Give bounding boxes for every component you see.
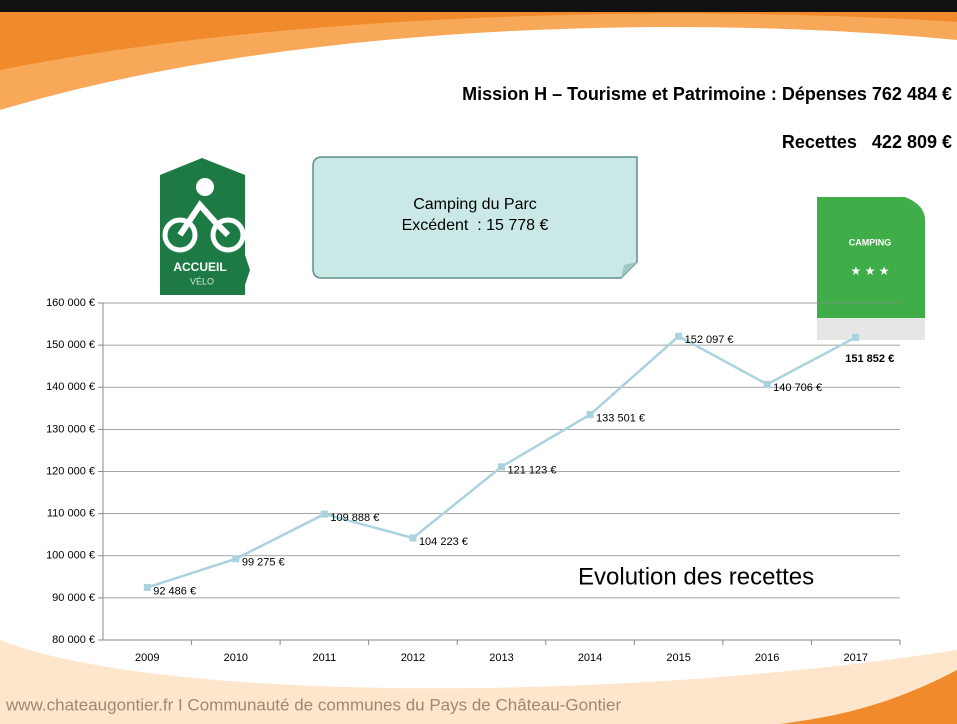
x-tick-label: 2009 <box>135 652 159 664</box>
x-tick-label: 2015 <box>666 652 690 664</box>
data-point <box>586 411 594 419</box>
bottom-swoosh <box>0 640 957 724</box>
footer: www.chateaugontier.fr I Communauté de co… <box>5 695 622 714</box>
y-tick-label: 100 000 € <box>46 550 95 562</box>
x-tick-label: 2011 <box>313 652 337 664</box>
data-point <box>498 463 505 471</box>
data-point <box>232 555 240 563</box>
y-tick-label: 110 000 € <box>47 508 95 520</box>
data-point <box>409 534 417 542</box>
x-tick-label: 2016 <box>755 652 779 664</box>
data-label: 140 706 € <box>773 382 822 394</box>
data-label: 99 275 € <box>242 557 285 569</box>
data-point <box>852 333 860 341</box>
top-bar <box>0 0 957 12</box>
chart-title: Evolution des recettes <box>578 563 814 590</box>
data-point <box>763 380 771 388</box>
data-point <box>675 332 683 340</box>
callout-line: Camping du Parc <box>413 196 537 213</box>
logo-rider <box>177 200 231 238</box>
y-tick-label: 130 000 € <box>46 423 95 435</box>
callout-box <box>312 156 638 279</box>
bottom-swoosh-dark <box>780 670 957 724</box>
chart: 80 000 € 90 000 € 100 000 € 110 000 € 120 00… <box>46 297 901 664</box>
y-tick-label: 140 000 € <box>46 381 95 393</box>
logo-head <box>196 178 214 196</box>
accueil-velo-logo <box>160 158 250 295</box>
slide-title: Mission H – Tourisme et Patrimoine : Dép… <box>462 84 952 104</box>
camping-stars: ★ ★ ★ <box>851 264 890 278</box>
camping-sign <box>817 197 925 340</box>
y-tick-label: 160 000 € <box>46 297 95 309</box>
y-tick-label: 90 000 € <box>52 592 95 604</box>
data-label: 109 888 € <box>330 512 379 524</box>
top-swoosh-dark <box>0 0 957 70</box>
y-tick-label: 150 000 € <box>46 339 95 351</box>
data-label: 92 486 € <box>153 585 196 597</box>
x-tick-label: 2014 <box>578 652 602 664</box>
logo-text: ACCUEIL <box>173 260 226 274</box>
data-label: 133 501 € <box>596 413 645 425</box>
y-tick-label: 80 000 € <box>52 634 95 646</box>
logo-wheel <box>210 217 246 253</box>
x-tick-label: 2012 <box>401 652 425 664</box>
camping-text: CAMPING <box>849 237 892 247</box>
x-tick-label: 2010 <box>224 652 248 664</box>
data-label: 104 223 € <box>419 536 468 548</box>
logo-text: VÉLO <box>190 276 214 286</box>
camping-sign-bottom <box>817 318 925 340</box>
data-point <box>143 583 151 591</box>
y-tick-label: 120 000 € <box>46 465 95 477</box>
x-tick-label: 2017 <box>843 652 867 664</box>
data-label: 151 852 € <box>845 353 894 365</box>
logo-wheel <box>162 217 198 253</box>
callout-fold <box>621 262 637 278</box>
data-label: 152 097 € <box>685 334 734 346</box>
x-tick-label: 2013 <box>489 652 513 664</box>
data-label: 121 123 € <box>508 465 557 477</box>
data-point <box>320 510 328 518</box>
callout-line: Excédent : 15 778 € <box>402 217 549 234</box>
slide-subtitle: Recettes 422 809 € <box>782 132 952 152</box>
